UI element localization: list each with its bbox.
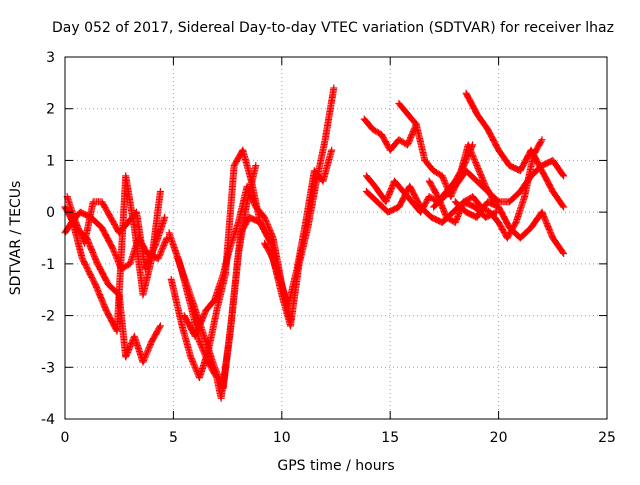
series-markers	[425, 136, 546, 242]
plot-frame	[64, 56, 608, 420]
x-tick-label: 0	[61, 430, 70, 446]
y-tick-label: 3	[46, 50, 55, 66]
y-tick-label: -2	[41, 309, 55, 325]
x-tick-label: 5	[169, 430, 178, 446]
series-18	[451, 198, 568, 257]
series-markers	[360, 115, 420, 154]
series-markers	[462, 89, 568, 211]
y-tick-label: 2	[46, 102, 55, 118]
series-markers	[451, 198, 568, 257]
axis-layer: 0 5 10 15 20 25 -4 -3 -2 -1 0 1 2 3	[41, 50, 616, 446]
series-markers	[267, 146, 336, 309]
y-tick-label: -4	[41, 412, 55, 428]
series-11	[360, 115, 420, 154]
series-16	[425, 136, 546, 242]
y-tick-label: 0	[46, 205, 55, 221]
series-10	[267, 146, 336, 309]
y-tick-label: 1	[46, 153, 55, 169]
x-tick-label: 10	[273, 430, 291, 446]
x-tick-label: 20	[490, 430, 508, 446]
y-tick-label: -3	[41, 360, 55, 376]
y-tick-label: -1	[41, 257, 55, 273]
grid-layer	[65, 57, 607, 419]
y-axis-label: SDTVAR / TECUs	[8, 181, 24, 296]
chart-title: Day 052 of 2017, Sidereal Day-to-day VTE…	[52, 20, 614, 36]
data-layer	[61, 84, 568, 402]
x-tick-label: 15	[381, 430, 399, 446]
series-15	[462, 89, 568, 211]
series-markers	[63, 193, 169, 273]
series-markers	[261, 84, 338, 330]
series-9	[261, 84, 338, 330]
x-axis-label: GPS time / hours	[277, 458, 394, 474]
series-markers	[430, 156, 568, 211]
series-4	[63, 193, 169, 273]
series-17	[430, 156, 568, 211]
x-tick-label: 25	[598, 430, 616, 446]
